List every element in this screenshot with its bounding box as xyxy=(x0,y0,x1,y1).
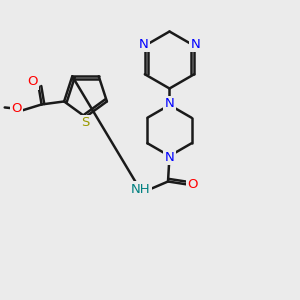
Text: S: S xyxy=(81,116,90,129)
Text: N: N xyxy=(165,97,174,110)
Text: NH: NH xyxy=(130,182,150,196)
Text: O: O xyxy=(11,103,22,116)
Text: N: N xyxy=(165,151,174,164)
Text: N: N xyxy=(138,38,148,51)
Text: O: O xyxy=(188,178,198,191)
Text: N: N xyxy=(191,38,201,51)
Text: O: O xyxy=(27,76,38,88)
